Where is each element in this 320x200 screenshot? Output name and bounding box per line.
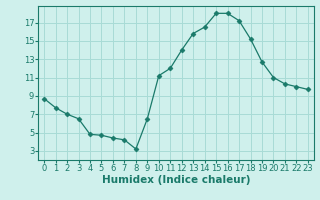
X-axis label: Humidex (Indice chaleur): Humidex (Indice chaleur) xyxy=(102,175,250,185)
